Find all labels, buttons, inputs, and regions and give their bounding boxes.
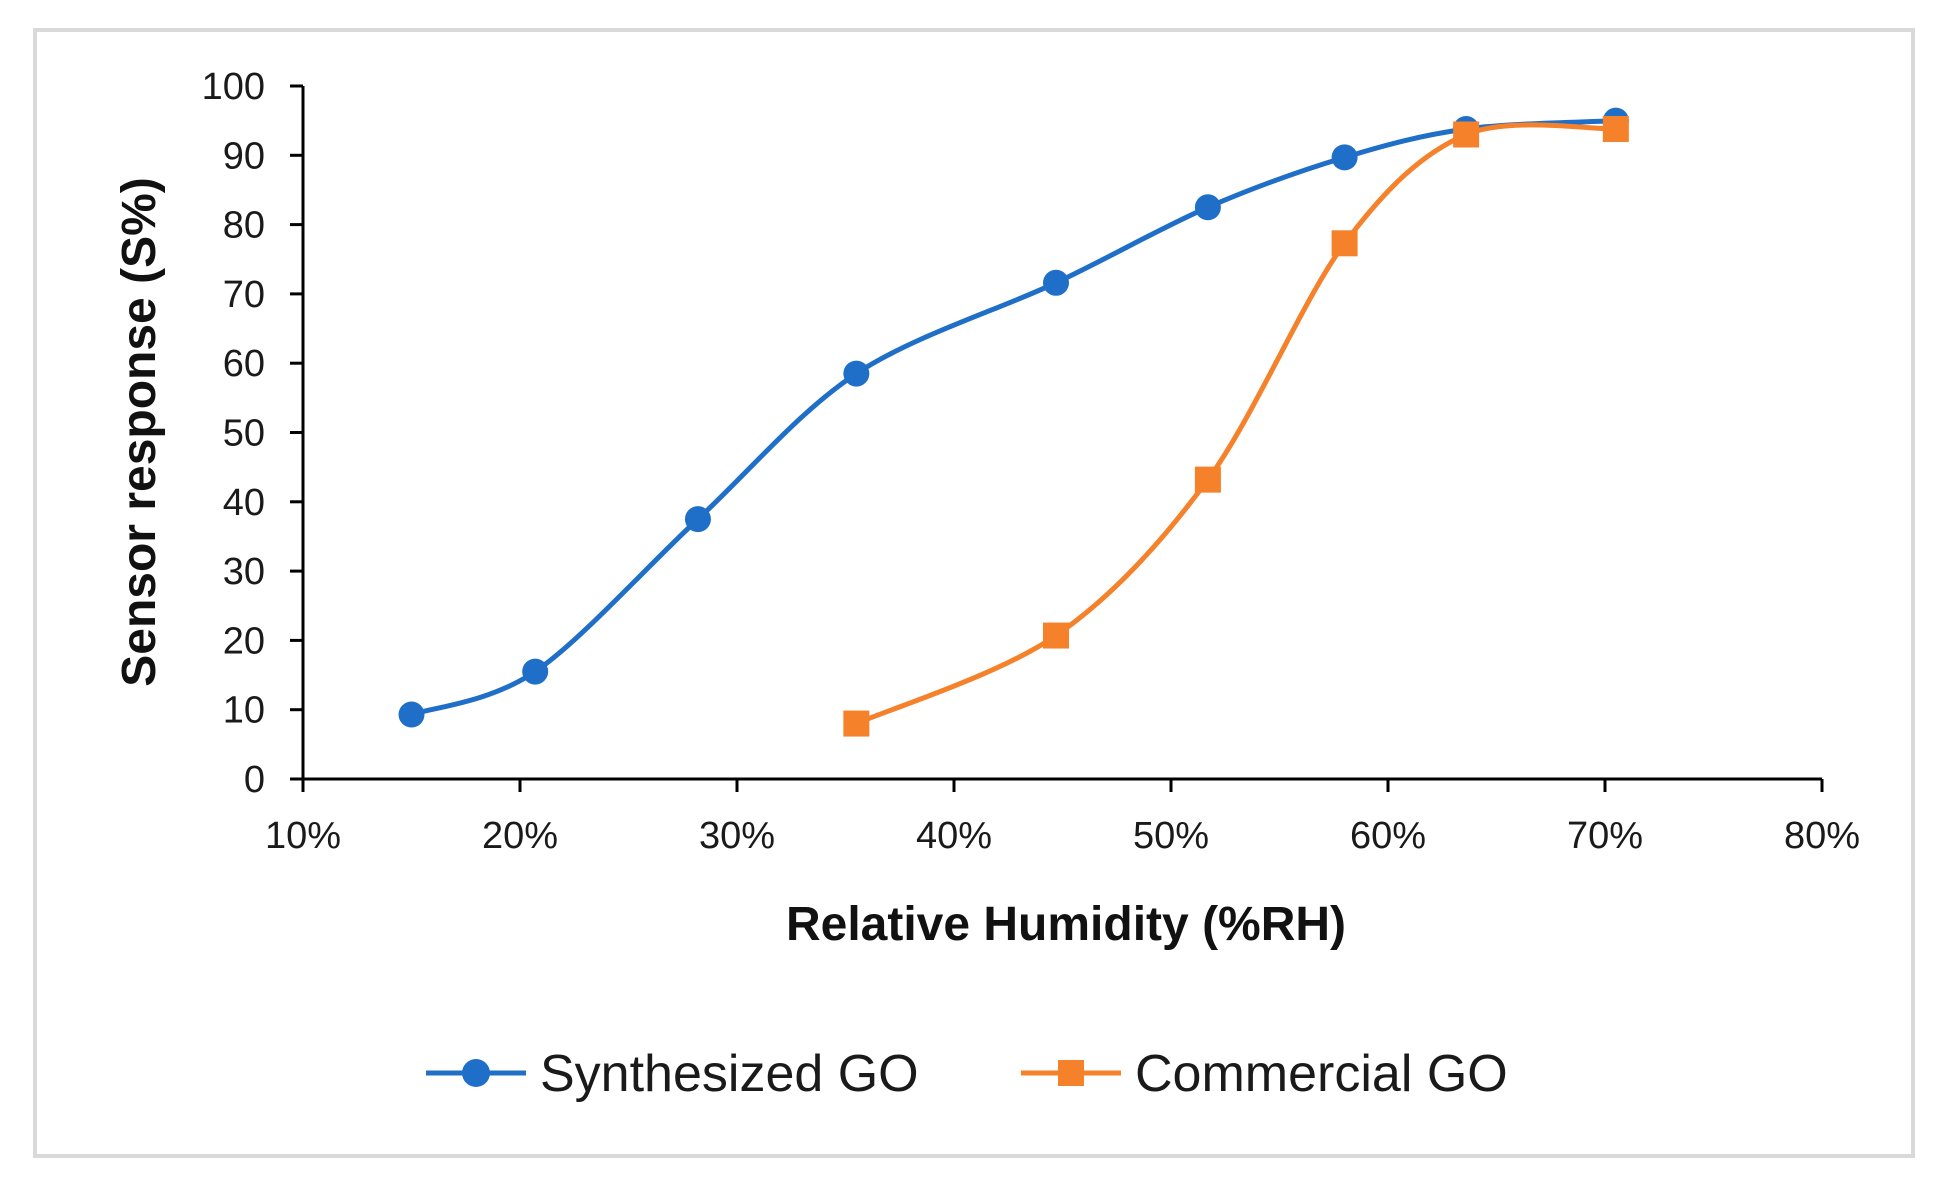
- data-point-synthesized-go: [398, 701, 425, 728]
- y-tick-label: 10: [223, 690, 265, 732]
- series-line-commercial-go: [853, 122, 1619, 727]
- legend: Synthesized GO Commercial GO: [426, 1045, 1508, 1103]
- y-tick-label: 30: [223, 551, 265, 593]
- y-tick-label: 90: [223, 135, 265, 177]
- x-tick-label: 80%: [1784, 815, 1860, 857]
- x-tick-label: 70%: [1567, 815, 1643, 857]
- legend-item-synthesized-go: Synthesized GO: [426, 1045, 919, 1103]
- y-axis-title: Sensor response (S%): [113, 177, 166, 686]
- series-line-synthesized-go: [409, 118, 1619, 718]
- data-point-commercial-go: [1453, 121, 1480, 148]
- y-tick-label: 100: [202, 66, 265, 108]
- data-point-commercial-go: [1194, 466, 1221, 493]
- data-point-commercial-go: [1602, 115, 1629, 142]
- y-tick-label: 0: [244, 759, 265, 801]
- x-ticks: 10% 20% 30% 40% 50% 60% 70% 80%: [265, 779, 1860, 857]
- legend-marker-synthesized-go: [462, 1059, 490, 1087]
- legend-marker-commercial-go: [1058, 1060, 1084, 1086]
- data-point-synthesized-go: [1331, 144, 1358, 171]
- series-layer: [398, 107, 1629, 737]
- data-point-commercial-go: [1042, 622, 1069, 649]
- data-point-synthesized-go: [684, 506, 711, 533]
- x-tick-label: 10%: [265, 815, 341, 857]
- legend-item-commercial-go: Commercial GO: [1021, 1045, 1508, 1103]
- data-point-commercial-go: [843, 710, 870, 737]
- data-point-synthesized-go: [843, 360, 870, 387]
- y-tick-label: 20: [223, 620, 265, 662]
- x-tick-label: 20%: [482, 815, 558, 857]
- data-point-synthesized-go: [522, 658, 549, 685]
- x-tick-label: 60%: [1350, 815, 1426, 857]
- chart-frame: [33, 28, 1915, 1158]
- data-point-synthesized-go: [1194, 194, 1221, 221]
- y-ticks: 0 10 20 30 40 50 60 70 80 90 100: [202, 66, 303, 801]
- y-tick-label: 60: [223, 343, 265, 385]
- y-tick-label: 50: [223, 413, 265, 455]
- legend-label-synthesized-go: Synthesized GO: [540, 1045, 919, 1103]
- legend-label-commercial-go: Commercial GO: [1135, 1045, 1508, 1103]
- data-point-commercial-go: [1331, 230, 1358, 257]
- series-synthesized-go: [398, 107, 1629, 728]
- y-tick-label: 80: [223, 205, 265, 247]
- x-axis-title: Relative Humidity (%RH): [786, 898, 1346, 951]
- x-tick-label: 40%: [916, 815, 992, 857]
- x-tick-label: 30%: [699, 815, 775, 857]
- y-tick-label: 40: [223, 482, 265, 524]
- series-commercial-go: [843, 115, 1629, 737]
- x-tick-label: 50%: [1133, 815, 1209, 857]
- y-tick-label: 70: [223, 274, 265, 316]
- data-point-synthesized-go: [1042, 269, 1069, 296]
